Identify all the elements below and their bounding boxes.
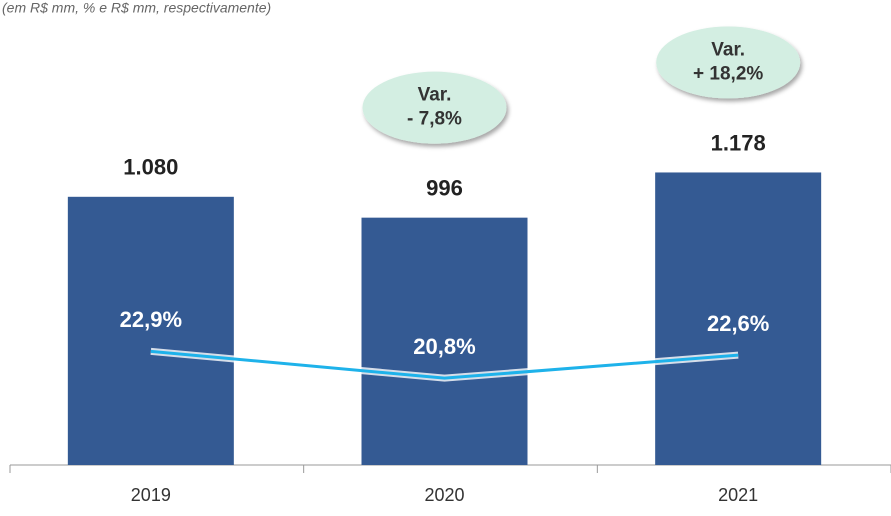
bar-value-label: 1.080: [123, 155, 178, 180]
annotation-text: Var.: [418, 85, 452, 106]
subtitle: (em R$ mm, % e R$ mm, respectivamente): [2, 0, 271, 16]
x-tick-label: 2020: [424, 485, 464, 505]
line: [150, 349, 739, 380]
annotation-bubble: [656, 26, 801, 99]
line-value-label: 20,8%: [413, 334, 475, 359]
bar-value-label: 1.178: [711, 130, 766, 155]
annotation-text: - 7,8%: [407, 109, 462, 130]
bar: [361, 217, 528, 465]
bar: [655, 172, 822, 466]
annotation-bubble: [362, 71, 507, 144]
x-tick-label: 2021: [718, 485, 758, 505]
annotation-text: + 18,2%: [693, 63, 763, 84]
bar-value-label: 996: [426, 175, 463, 200]
annotation-text: Var.: [711, 39, 745, 60]
bar: [67, 196, 234, 466]
x-tick-label: 2019: [131, 485, 171, 505]
line-value-label: 22,6%: [707, 311, 769, 336]
line-value-label: 22,9%: [120, 307, 182, 332]
